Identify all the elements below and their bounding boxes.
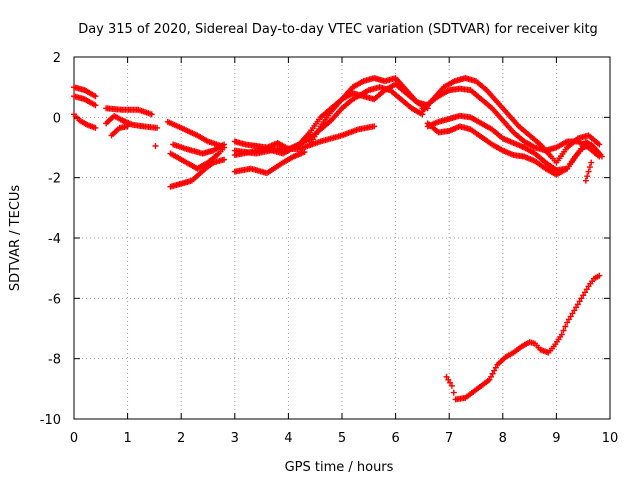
series-track-u — [443, 272, 603, 403]
data-point-marker — [443, 373, 450, 380]
data-point-marker — [578, 295, 585, 302]
series-track-g — [164, 118, 225, 149]
data-point-marker — [124, 123, 131, 130]
data-point-marker — [492, 364, 499, 371]
data-point-marker — [448, 382, 455, 389]
y-tick-label: -4 — [48, 232, 61, 247]
x-tick-label: 3 — [231, 431, 239, 446]
data-point-marker — [582, 177, 589, 184]
data-point-marker — [567, 313, 574, 320]
data-points — [71, 75, 605, 403]
chart-title: Day 315 of 2020, Sidereal Day-to-day VTE… — [78, 22, 598, 37]
x-axis-label: GPS time / hours — [285, 460, 394, 475]
data-point-marker — [154, 124, 161, 131]
x-tick-label: 5 — [338, 431, 346, 446]
data-point-marker — [565, 316, 572, 323]
grid-lines — [74, 57, 610, 419]
data-point-marker — [92, 124, 99, 131]
series-track-b — [71, 93, 99, 109]
data-point-marker — [371, 123, 378, 130]
data-point-marker — [586, 164, 593, 171]
series-track-a — [71, 84, 99, 100]
y-tick-labels: -10 -8 -6 -4 -2 0 2 — [40, 51, 61, 428]
data-point-marker — [152, 142, 159, 149]
data-point-marker — [571, 307, 578, 314]
tick-marks — [73, 56, 611, 420]
data-point-marker — [574, 301, 581, 308]
series-track-j — [170, 141, 228, 157]
series-track-t — [582, 159, 595, 184]
y-axis-label: SDTVAR / TECUs — [8, 185, 23, 292]
series-track-i — [167, 156, 228, 190]
data-point-marker — [576, 298, 583, 305]
x-tick-label: 0 — [70, 431, 78, 446]
data-point-marker — [447, 379, 454, 386]
series-track-f — [108, 123, 131, 139]
data-point-marker — [585, 168, 592, 175]
series-track-q — [419, 75, 603, 166]
data-point-marker — [221, 156, 228, 163]
x-tick-label: 9 — [552, 431, 560, 446]
data-point-marker — [445, 376, 452, 383]
data-point-marker — [580, 292, 587, 299]
series-track-d — [103, 105, 155, 118]
y-tick-label: -6 — [48, 292, 61, 307]
y-tick-label: -8 — [48, 353, 61, 368]
data-point-marker — [588, 159, 595, 166]
data-point-marker — [560, 327, 567, 334]
data-point-marker — [92, 93, 99, 100]
x-tick-label: 4 — [284, 431, 292, 446]
x-tick-label: 1 — [123, 431, 131, 446]
data-point-marker — [584, 173, 591, 180]
series-track-s — [424, 120, 603, 178]
series-track-e — [103, 112, 161, 131]
y-tick-label: 2 — [53, 51, 61, 66]
series-track-n — [231, 123, 378, 157]
data-point-marker — [221, 141, 228, 148]
data-point-marker — [562, 323, 569, 330]
data-point-marker — [581, 289, 588, 296]
x-tick-label: 8 — [499, 431, 507, 446]
x-tick-label: 6 — [391, 431, 399, 446]
data-point-marker — [598, 153, 605, 160]
data-point-marker — [596, 272, 603, 279]
data-point-marker — [583, 286, 590, 293]
data-point-marker — [558, 331, 565, 338]
data-point-marker — [596, 141, 603, 148]
data-point-marker — [573, 304, 580, 311]
x-tick-label: 7 — [445, 431, 453, 446]
data-point-marker — [596, 150, 603, 157]
series-isolated-1 — [152, 142, 159, 149]
series-track-k — [231, 149, 308, 177]
series-track-c — [71, 111, 99, 131]
data-point-marker — [569, 310, 576, 317]
y-tick-label: -2 — [48, 172, 61, 187]
x-tick-label: 10 — [602, 431, 619, 446]
data-point-marker — [491, 367, 498, 374]
data-point-marker — [488, 373, 495, 380]
series-track-o — [306, 75, 431, 148]
y-tick-label: -10 — [40, 413, 61, 428]
data-point-marker — [489, 370, 496, 377]
data-point-marker — [92, 102, 99, 109]
y-tick-label: 0 — [53, 111, 61, 126]
data-point-marker — [486, 376, 493, 383]
data-point-marker — [564, 319, 571, 326]
x-tick-label: 2 — [177, 431, 185, 446]
x-tick-labels: 0 1 2 3 4 5 6 7 8 9 10 — [70, 431, 618, 446]
data-point-marker — [148, 111, 155, 118]
data-point-marker — [450, 389, 457, 396]
